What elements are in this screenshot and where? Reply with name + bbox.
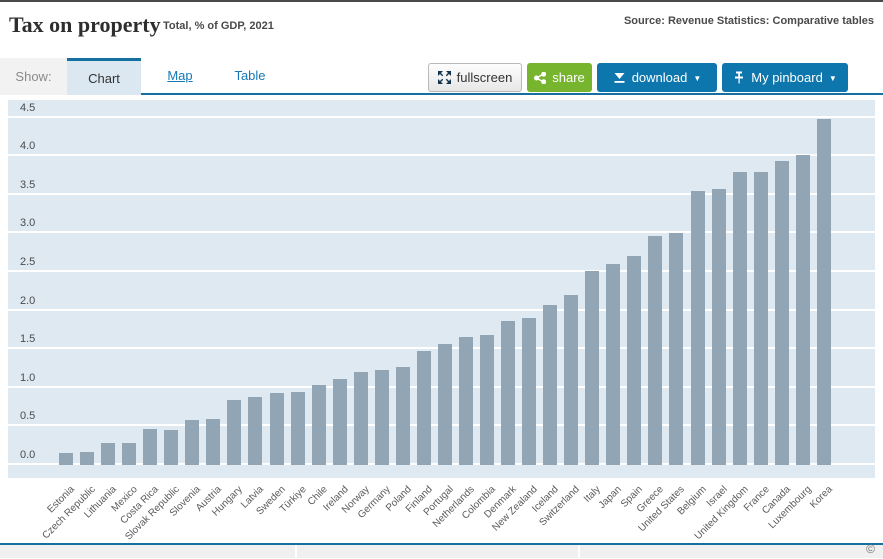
copyright-icon: ©: [866, 542, 875, 556]
bar-slovenia[interactable]: [185, 420, 199, 465]
page-title: Tax on property: [9, 12, 161, 38]
share-icon: [534, 72, 546, 84]
pin-icon: [733, 71, 745, 84]
bar-türkiye[interactable]: [291, 392, 305, 465]
bar-italy[interactable]: [585, 271, 599, 465]
bar-belgium[interactable]: [691, 191, 705, 465]
share-button[interactable]: share: [527, 63, 592, 92]
bar-latvia[interactable]: [248, 397, 262, 465]
y-tick-label: 2.0: [20, 295, 35, 307]
bar-iceland[interactable]: [543, 305, 557, 465]
bar-norway[interactable]: [354, 372, 368, 465]
toolbar: Show: Chart Map Table fullscreen: [0, 58, 883, 95]
y-tick-label: 0.5: [20, 410, 35, 422]
bar-denmark[interactable]: [501, 321, 515, 465]
chart-subtitle: Total, % of GDP, 2021: [163, 20, 274, 32]
chart-header: Tax on property Total, % of GDP, 2021 So…: [0, 2, 883, 58]
bar-israel[interactable]: [712, 189, 726, 465]
y-tick-label: 1.5: [20, 333, 35, 345]
bar-japan[interactable]: [606, 264, 620, 465]
download-icon: [613, 72, 626, 84]
bar-estonia[interactable]: [59, 453, 73, 465]
bar-united-kingdom[interactable]: [733, 172, 747, 465]
y-tick-label: 0.0: [20, 449, 35, 461]
bar-netherlands[interactable]: [459, 337, 473, 465]
chart-area: 0.00.51.01.52.02.53.03.54.04.5 EstoniaCz…: [0, 97, 883, 543]
bar-korea[interactable]: [817, 119, 831, 465]
bar-spain[interactable]: [627, 256, 641, 465]
bar-hungary[interactable]: [227, 400, 241, 465]
bar-luxembourg[interactable]: [796, 155, 810, 465]
download-caret-icon: ▼: [693, 74, 701, 83]
show-label: Show:: [0, 58, 67, 95]
footer: ©: [0, 545, 883, 558]
gridline-4.5: [8, 116, 875, 118]
bar-colombia[interactable]: [480, 335, 494, 465]
bar-greece[interactable]: [648, 236, 662, 465]
fullscreen-button-label: fullscreen: [457, 70, 513, 85]
fullscreen-button[interactable]: fullscreen: [428, 63, 522, 92]
bar-mexico[interactable]: [122, 443, 136, 465]
share-button-label: share: [552, 70, 585, 85]
pinboard-caret-icon: ▼: [829, 74, 837, 83]
bar-canada[interactable]: [775, 161, 789, 465]
footer-panel-center[interactable]: [297, 545, 578, 558]
bar-poland[interactable]: [396, 367, 410, 465]
bar-czech-republic[interactable]: [80, 452, 94, 465]
bar-chile[interactable]: [312, 385, 326, 465]
y-tick-label: 4.5: [20, 102, 35, 114]
tab-chart[interactable]: Chart: [67, 58, 141, 95]
my-pinboard-button-label: My pinboard: [751, 70, 823, 85]
bar-ireland[interactable]: [333, 379, 347, 465]
y-tick-label: 1.0: [20, 372, 35, 384]
plot-area: 0.0 0.5 1.0 1.5 2.0 2.5 3.0 3.5 4.0 4.5: [8, 100, 875, 478]
footer-panel-left[interactable]: [0, 545, 295, 558]
y-tick-label: 2.5: [20, 256, 35, 268]
download-button-label: download: [632, 70, 688, 85]
bar-costa-rica[interactable]: [143, 429, 157, 465]
bar-portugal[interactable]: [438, 344, 452, 465]
bar-united-states[interactable]: [669, 233, 683, 465]
y-tick-label: 3.5: [20, 179, 35, 191]
bar-finland[interactable]: [417, 351, 431, 465]
footer-panel-right[interactable]: ©: [580, 545, 883, 558]
bar-germany[interactable]: [375, 370, 389, 465]
bar-sweden[interactable]: [270, 393, 284, 465]
gridline-4.0: [8, 154, 875, 156]
download-button[interactable]: download ▼: [597, 63, 717, 92]
bar-slovak-republic[interactable]: [164, 430, 178, 465]
y-tick-label: 4.0: [20, 140, 35, 152]
bar-austria[interactable]: [206, 419, 220, 465]
bar-france[interactable]: [754, 172, 768, 465]
bar-lithuania[interactable]: [101, 443, 115, 465]
y-tick-label: 3.0: [20, 217, 35, 229]
tab-table[interactable]: Table: [222, 58, 278, 95]
my-pinboard-button[interactable]: My pinboard ▼: [722, 63, 848, 92]
bar-switzerland[interactable]: [564, 295, 578, 465]
fullscreen-icon: [438, 71, 451, 84]
tab-map[interactable]: Map: [155, 58, 205, 95]
bar-new-zealand[interactable]: [522, 318, 536, 465]
source-label: Source: Revenue Statistics: Comparative …: [624, 15, 874, 27]
